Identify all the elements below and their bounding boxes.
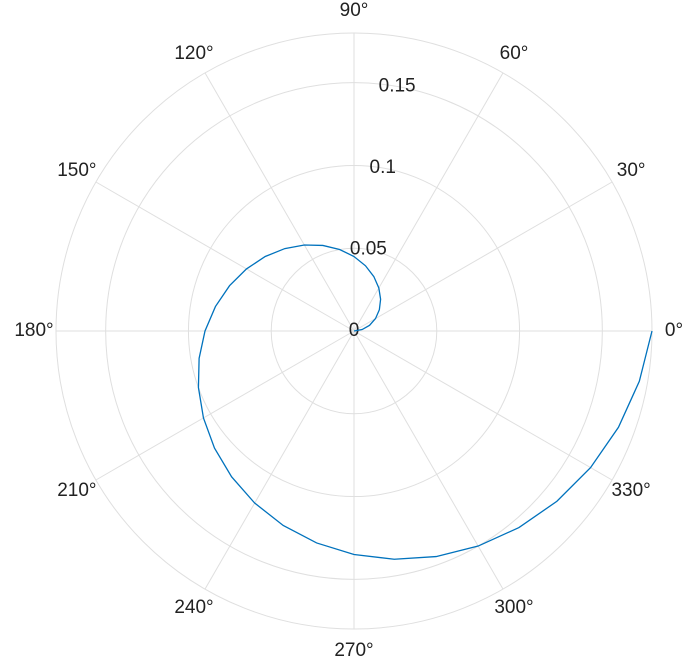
theta-grid-line (353, 330, 613, 481)
theta-grid-line (95, 181, 355, 332)
r-tick-label: 0.15 (379, 75, 416, 96)
theta-tick-label: 150° (57, 160, 96, 181)
r-tick-label: 0.1 (370, 157, 396, 178)
r-tick-label: 0.05 (350, 238, 387, 259)
theta-grid-line (204, 330, 355, 590)
theta-tick-label: 270° (334, 640, 373, 661)
theta-grid-line (204, 72, 355, 332)
theta-grid-line (353, 330, 504, 590)
theta-tick-label: 180° (14, 320, 53, 341)
theta-grid-line (353, 181, 613, 332)
theta-tick-label: 90° (340, 0, 369, 21)
theta-tick-label: 330° (611, 480, 650, 501)
series-line (197, 244, 653, 560)
theta-tick-label: 30° (617, 160, 646, 181)
theta-tick-label: 0° (665, 320, 683, 341)
theta-tick-label: 120° (174, 43, 213, 64)
theta-tick-label: 60° (500, 43, 529, 64)
theta-grid-line (353, 72, 504, 332)
theta-grid-line (95, 330, 355, 481)
theta-tick-label: 300° (494, 597, 533, 618)
theta-tick-label: 240° (174, 597, 213, 618)
theta-tick-label: 210° (57, 480, 96, 501)
